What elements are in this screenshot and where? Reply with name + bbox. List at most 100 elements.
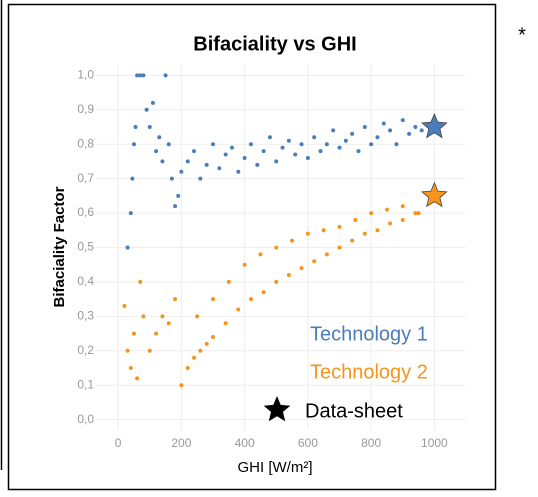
- point: [185, 159, 190, 164]
- point: [362, 124, 367, 129]
- y-axis-label: Bifaciality Factor: [51, 186, 68, 307]
- point: [125, 348, 130, 353]
- point: [166, 142, 171, 147]
- point: [261, 149, 266, 154]
- point: [128, 366, 133, 371]
- point: [248, 142, 253, 147]
- point: [321, 228, 326, 233]
- point: [407, 131, 412, 136]
- point: [337, 245, 342, 250]
- point: [138, 73, 143, 78]
- chart-title: Bifaciality vs GHI: [193, 33, 356, 55]
- y-tick-label: 0,8: [77, 136, 94, 150]
- point: [353, 217, 358, 222]
- x-tick-label: 400: [235, 436, 255, 450]
- point: [198, 348, 203, 353]
- point: [144, 107, 149, 112]
- point: [400, 217, 405, 222]
- y-tick-label: 1,0: [77, 68, 94, 82]
- point: [286, 138, 291, 143]
- point: [356, 149, 361, 154]
- point: [337, 145, 342, 150]
- y-tick-label: 0,3: [77, 309, 94, 323]
- point: [337, 224, 342, 229]
- point: [131, 142, 136, 147]
- point: [375, 228, 380, 233]
- point: [369, 211, 374, 216]
- point: [176, 193, 181, 198]
- point: [416, 211, 421, 216]
- y-tick-label: 0,6: [77, 205, 94, 219]
- point: [299, 142, 304, 147]
- point: [293, 152, 298, 157]
- point: [154, 331, 159, 336]
- point: [255, 162, 260, 167]
- point: [324, 252, 329, 257]
- point: [350, 131, 355, 136]
- point: [163, 73, 168, 78]
- point: [258, 252, 263, 257]
- legend-star: [263, 396, 291, 422]
- point: [226, 279, 231, 284]
- point: [223, 321, 228, 326]
- point: [128, 211, 133, 216]
- datasheet-star: [421, 181, 448, 208]
- point: [236, 169, 241, 174]
- legend-label: Technology 1: [310, 323, 428, 345]
- point: [388, 128, 393, 133]
- point: [305, 231, 310, 236]
- point: [242, 155, 247, 160]
- point: [305, 155, 310, 160]
- point: [157, 135, 162, 140]
- point: [388, 221, 393, 226]
- point: [122, 304, 127, 309]
- point: [204, 162, 209, 167]
- datasheet-star: [421, 112, 448, 139]
- point: [217, 166, 222, 171]
- point: [229, 145, 234, 150]
- point: [154, 149, 159, 154]
- y-tick-label: 0,7: [77, 171, 94, 185]
- point: [312, 259, 317, 264]
- point: [169, 176, 174, 181]
- legend-label: Data-sheet: [305, 400, 403, 422]
- point: [362, 231, 367, 236]
- point: [299, 266, 304, 271]
- point: [173, 297, 178, 302]
- point: [133, 124, 138, 129]
- point: [135, 376, 140, 381]
- frame: [7, 3, 497, 491]
- point: [131, 331, 136, 336]
- point: [138, 279, 143, 284]
- legend-label: Technology 2: [310, 361, 428, 383]
- x-tick-label: 0: [115, 436, 122, 450]
- point: [290, 238, 295, 243]
- point: [286, 273, 291, 278]
- point: [211, 335, 216, 340]
- point: [192, 149, 197, 154]
- point: [185, 366, 190, 371]
- point: [195, 314, 200, 319]
- point: [400, 118, 405, 123]
- point: [130, 176, 135, 181]
- point: [318, 149, 323, 154]
- point: [141, 73, 146, 78]
- y-tick-label: 0,2: [77, 343, 94, 357]
- point: [413, 211, 418, 216]
- point: [248, 297, 253, 302]
- point: [375, 135, 380, 140]
- point: [280, 145, 285, 150]
- point: [267, 135, 272, 140]
- point: [135, 73, 140, 78]
- point: [400, 204, 405, 209]
- point: [236, 307, 241, 312]
- point: [147, 124, 152, 129]
- point: [147, 348, 152, 353]
- x-tick-label: 800: [361, 436, 381, 450]
- point: [369, 142, 374, 147]
- x-axis-label: GHI [W/m²]: [238, 459, 313, 476]
- point: [350, 238, 355, 243]
- point: [160, 314, 165, 319]
- y-tick-label: 0,5: [77, 240, 94, 254]
- x-tick-label: 1000: [421, 436, 448, 450]
